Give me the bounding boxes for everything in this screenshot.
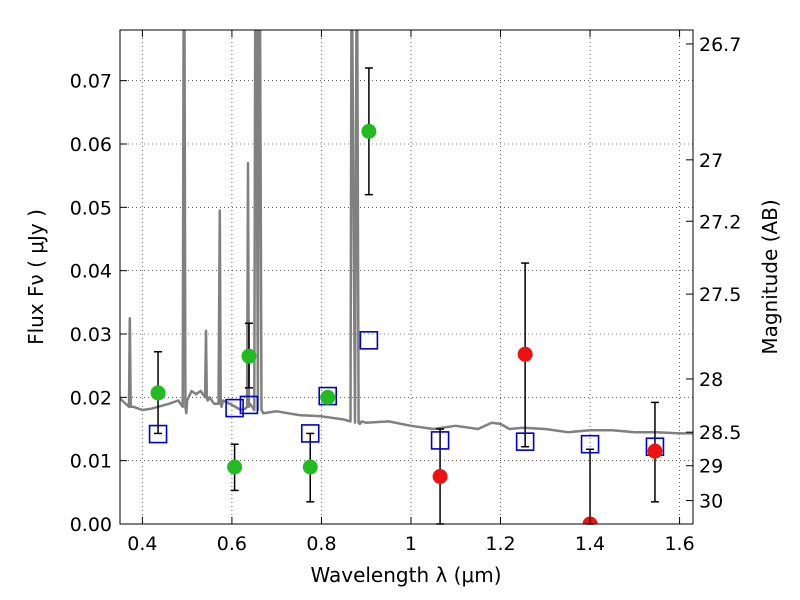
data-point-circle — [647, 443, 663, 459]
sed-model-layer — [120, 30, 693, 435]
right-tick-label: 26.7 — [699, 34, 741, 56]
data-point-square — [430, 431, 450, 450]
y-tick-label: 0.06 — [70, 134, 112, 156]
data-point-circle — [320, 389, 336, 405]
data-markers — [148, 123, 665, 524]
right-tick-label: 27 — [699, 150, 723, 172]
x-tick-label: 0.6 — [217, 533, 247, 555]
axis-ticks: 0.4 0.6 0.8 1 1.2 1.4 1.6 0.00 0.01 0.02 0.03 0.04 0… — [70, 30, 741, 555]
sed-model-line — [120, 30, 693, 435]
data-point-square — [359, 331, 379, 350]
y-tick-label: 0.01 — [70, 451, 112, 473]
y-axis-label-left: Flux Fν ( μJy ) — [24, 209, 48, 345]
right-tick-label: 27.5 — [699, 284, 741, 306]
right-tick-label: 28 — [699, 369, 723, 391]
data-point-circle — [302, 459, 318, 475]
x-tick-label: 1.2 — [485, 533, 515, 555]
right-tick-label: 28.5 — [699, 422, 741, 444]
data-point-square — [580, 434, 600, 454]
y-tick-label: 0.05 — [70, 197, 112, 219]
data-point-circle — [517, 346, 533, 362]
plot-frame — [119, 29, 694, 525]
y-tick-label: 0.03 — [70, 324, 112, 346]
right-tick-label: 29 — [699, 456, 723, 478]
x-tick-label: 1.4 — [575, 533, 605, 555]
data-point-circle — [432, 469, 448, 484]
x-tick-label: 1 — [405, 533, 417, 555]
x-tick-label: 0.4 — [127, 533, 157, 555]
x-tick-label: 0.8 — [306, 533, 336, 555]
data-point-square — [148, 424, 168, 444]
data-point-square — [515, 432, 535, 451]
right-tick-label: 27.2 — [699, 211, 741, 233]
data-point-square — [300, 424, 320, 443]
data-point-circle — [361, 123, 377, 139]
y-tick-label: 0.00 — [70, 514, 112, 536]
x-axis-label: Wavelength λ (μm) — [310, 563, 501, 587]
right-tick-label: 30 — [699, 491, 723, 513]
y-axis-label-right: Magnitude (AB) — [758, 199, 782, 354]
data-point-circle — [150, 385, 166, 401]
y-tick-label: 0.07 — [70, 71, 112, 93]
data-point-square — [225, 398, 244, 418]
y-tick-label: 0.02 — [70, 387, 112, 409]
data-point-circle — [227, 459, 243, 475]
data-point-circle — [241, 348, 257, 364]
data-point-square — [239, 395, 259, 415]
x-tick-label: 1.6 — [664, 533, 694, 555]
y-tick-label: 0.04 — [70, 261, 112, 283]
